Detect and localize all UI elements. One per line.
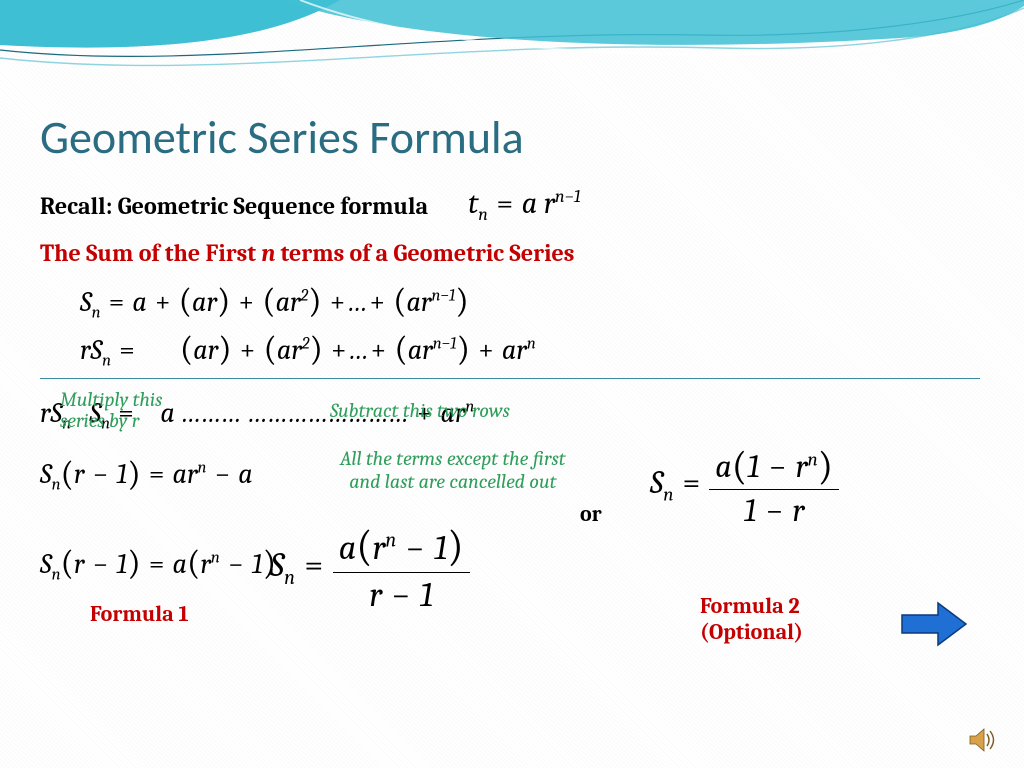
speaker-icon[interactable] bbox=[968, 726, 998, 754]
formula-1-expression: Sn = a(rn − 1)r − 1 bbox=[270, 521, 470, 615]
sum-heading-n: n bbox=[261, 239, 275, 267]
divider-line bbox=[40, 378, 980, 379]
series-line-2: rSn = (ar) + (ar2) +…+ (arn−1) + arn bbox=[80, 327, 984, 371]
sum-heading: The Sum of the First n terms of a Geomet… bbox=[40, 239, 984, 267]
note-subtract: Subtract this two rows bbox=[330, 399, 510, 422]
sum-heading-suffix: terms of a Geometric Series bbox=[275, 239, 574, 267]
note-cancelled: All the terms except the firstand last a… bbox=[340, 447, 566, 493]
or-label: or bbox=[580, 501, 602, 527]
note-multiply: Multiply thisseries by r bbox=[60, 389, 162, 431]
next-arrow-icon[interactable] bbox=[900, 601, 970, 647]
series-line-1: Sn = a + (ar) + (ar2) +…+ (arn−1) bbox=[80, 279, 984, 323]
recall-label: Recall: Geometric Sequence formula bbox=[40, 192, 428, 220]
slide-title: Geometric Series Formula bbox=[40, 110, 984, 166]
derivation-eq-2: Sn(r − 1) = a(rn − 1) bbox=[40, 541, 276, 585]
recall-formula: tn = a rn−1 bbox=[468, 186, 581, 225]
formula-2-label: Formula 2(Optional) bbox=[700, 593, 803, 646]
header-wave-decor bbox=[0, 0, 1024, 110]
sum-heading-prefix: The Sum of the First bbox=[40, 239, 261, 267]
formula-1-label: Formula 1 bbox=[90, 601, 189, 627]
